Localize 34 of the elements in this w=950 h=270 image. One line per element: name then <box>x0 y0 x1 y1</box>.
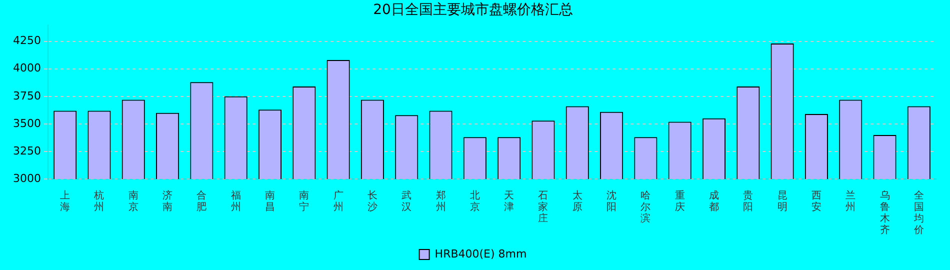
x-tick-label: 石家庄 <box>538 190 548 224</box>
x-tick-label: 昆明 <box>777 190 788 213</box>
x-tick-label: 北京 <box>470 189 480 213</box>
x-tick-label: 杭州 <box>93 189 104 213</box>
x-tick-label: 济南 <box>162 189 173 213</box>
x-tick-label: 兰州 <box>846 189 856 213</box>
y-tick-label: 4000 <box>12 62 41 75</box>
x-tick-label: 南京 <box>128 189 138 213</box>
x-tick-label: 重庆 <box>674 189 685 213</box>
x-tick-label: 南宁 <box>299 189 310 213</box>
chart-title: 20日全国主要城市盘螺价格汇总 <box>373 2 573 18</box>
x-tick-label: 武汉 <box>402 189 412 213</box>
x-tick-label: 天津 <box>504 190 514 213</box>
y-tick-label: 3750 <box>12 89 41 102</box>
x-tick-label: 西安 <box>811 190 822 213</box>
x-tick-label: 广州 <box>333 189 344 213</box>
x-tick-label: 上海 <box>60 189 70 213</box>
x-tick-label: 全国均价 <box>912 189 924 236</box>
x-tick-label: 南昌 <box>264 189 275 213</box>
x-tick-label: 哈尔滨 <box>640 189 651 224</box>
y-tick-label: 4250 <box>12 34 41 48</box>
x-tick-label: 贵阳 <box>743 189 754 213</box>
y-tick-label: 3500 <box>12 116 41 130</box>
y-tick-label: 3000 <box>12 172 41 185</box>
x-tick-label: 成都 <box>709 189 719 213</box>
x-tick-label: 合肥 <box>196 189 207 213</box>
legend-label: HRB400(E) 8mm <box>434 247 527 260</box>
x-tick-label: 福州 <box>230 189 241 213</box>
x-tick-label: 郑州 <box>436 189 446 213</box>
x-tick-label: 乌鲁木齐 <box>880 189 890 236</box>
x-tick-label: 长沙 <box>367 189 378 213</box>
y-tick-label: 3250 <box>12 144 41 158</box>
x-tick-label: 太原 <box>572 189 582 213</box>
x-tick-label: 沈阳 <box>606 189 617 213</box>
